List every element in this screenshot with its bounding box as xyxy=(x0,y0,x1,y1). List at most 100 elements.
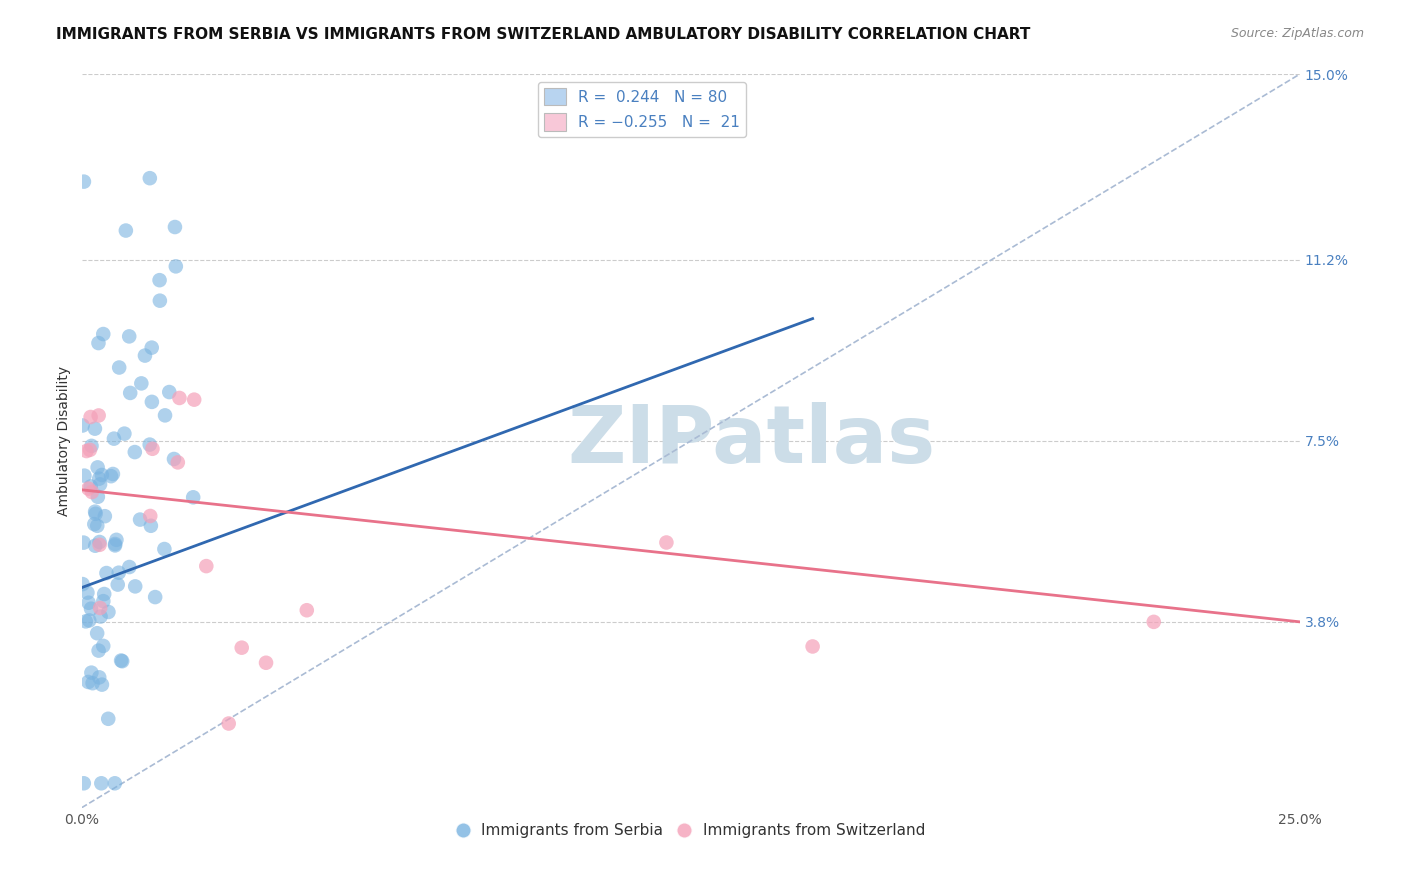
Point xyxy=(89,538,111,552)
Point xyxy=(77,482,100,496)
Point xyxy=(89,535,111,549)
Point xyxy=(80,485,103,500)
Point xyxy=(295,603,318,617)
Point xyxy=(118,329,141,343)
Point xyxy=(105,533,128,547)
Point xyxy=(218,716,240,731)
Point xyxy=(104,538,127,552)
Text: ZIPatlas: ZIPatlas xyxy=(568,402,936,480)
Point xyxy=(79,409,101,424)
Point xyxy=(139,508,162,523)
Point xyxy=(73,468,96,483)
Point xyxy=(107,577,129,591)
Point xyxy=(87,490,110,504)
Point xyxy=(96,566,118,580)
Point xyxy=(801,640,824,654)
Point xyxy=(183,392,205,407)
Point xyxy=(80,601,103,615)
Point xyxy=(157,385,180,400)
Point xyxy=(108,360,131,375)
Point xyxy=(231,640,253,655)
Point xyxy=(131,376,153,391)
Point xyxy=(73,776,96,790)
Point xyxy=(84,422,107,436)
Point xyxy=(181,491,204,505)
Point xyxy=(195,559,218,574)
Point xyxy=(87,643,110,657)
Text: Source: ZipAtlas.com: Source: ZipAtlas.com xyxy=(1230,27,1364,40)
Point xyxy=(89,477,111,491)
Point xyxy=(80,439,103,453)
Point xyxy=(115,223,138,237)
Point xyxy=(97,605,120,619)
Point xyxy=(87,336,110,351)
Legend: Immigrants from Serbia, Immigrants from Switzerland: Immigrants from Serbia, Immigrants from … xyxy=(450,817,931,844)
Point xyxy=(72,535,94,549)
Point xyxy=(134,349,156,363)
Point xyxy=(165,260,187,274)
Point xyxy=(110,653,132,667)
Point xyxy=(90,776,112,790)
Point xyxy=(89,472,111,486)
Point xyxy=(104,537,127,551)
Point xyxy=(124,445,146,459)
Point xyxy=(141,341,163,355)
Point xyxy=(90,467,112,482)
Point xyxy=(120,386,142,401)
Point xyxy=(141,395,163,409)
Point xyxy=(91,594,114,608)
Point xyxy=(80,479,103,493)
Point xyxy=(80,665,103,680)
Point xyxy=(148,273,170,287)
Point xyxy=(77,675,100,690)
Point xyxy=(149,293,172,308)
Point xyxy=(118,560,141,574)
Point xyxy=(97,712,120,726)
Point xyxy=(138,437,160,451)
Point xyxy=(129,512,152,526)
Point xyxy=(94,509,117,524)
Point xyxy=(139,518,162,533)
Point xyxy=(86,518,108,533)
Point xyxy=(86,626,108,640)
Point xyxy=(254,656,277,670)
Point xyxy=(72,418,94,433)
Text: IMMIGRANTS FROM SERBIA VS IMMIGRANTS FROM SWITZERLAND AMBULATORY DISABILITY CORR: IMMIGRANTS FROM SERBIA VS IMMIGRANTS FRO… xyxy=(56,27,1031,42)
Point xyxy=(76,444,98,458)
Point xyxy=(139,171,162,186)
Point xyxy=(90,678,112,692)
Point xyxy=(75,615,97,629)
Point xyxy=(87,409,110,423)
Point xyxy=(93,587,115,601)
Point xyxy=(104,776,127,790)
Point xyxy=(84,507,107,521)
Point xyxy=(89,670,111,684)
Point xyxy=(86,460,108,475)
Point xyxy=(84,505,107,519)
Point xyxy=(84,539,107,553)
Point xyxy=(77,596,100,610)
Point xyxy=(91,639,114,653)
Point xyxy=(72,577,94,591)
Point xyxy=(83,517,105,532)
Point xyxy=(76,585,98,599)
Point xyxy=(143,590,166,604)
Point xyxy=(90,609,112,624)
Point xyxy=(100,469,122,483)
Point xyxy=(77,614,100,628)
Point xyxy=(124,579,146,593)
Point xyxy=(73,175,96,189)
Point xyxy=(169,391,191,405)
Point xyxy=(107,566,129,580)
Point xyxy=(655,535,678,549)
Point xyxy=(101,467,124,481)
Point xyxy=(153,542,176,557)
Point xyxy=(89,601,111,615)
Y-axis label: Ambulatory Disability: Ambulatory Disability xyxy=(58,366,72,516)
Point xyxy=(103,432,125,446)
Point xyxy=(111,654,134,668)
Point xyxy=(91,326,114,341)
Point xyxy=(153,409,176,423)
Point xyxy=(1143,615,1166,629)
Point xyxy=(82,676,104,690)
